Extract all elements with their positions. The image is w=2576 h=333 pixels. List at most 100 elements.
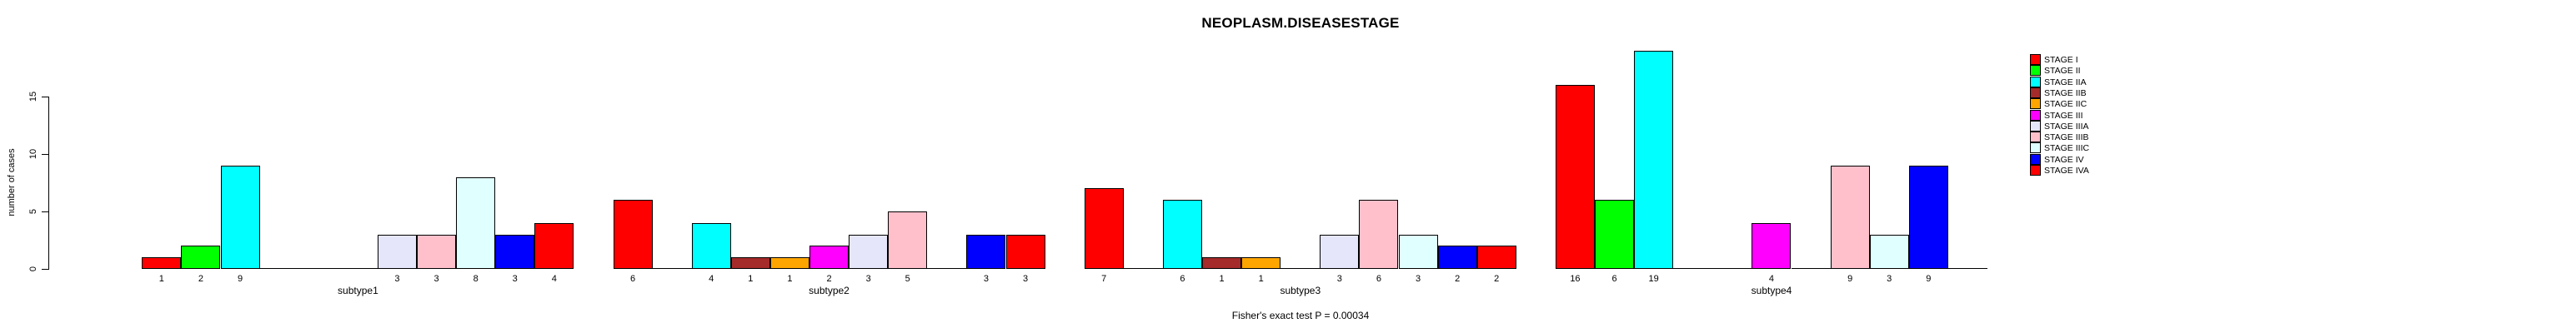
y-tick [42,211,48,212]
legend-label: STAGE IIB [2044,87,2087,98]
legend-item: STAGE III [2030,109,2163,122]
zero-height-bar [338,268,378,269]
bar [691,222,731,269]
bar-value-label: 3 [394,274,400,284]
legend-swatch [2030,153,2041,165]
bar-value-label: 5 [905,274,910,284]
legend-swatch [2030,76,2041,87]
legend-swatch [2030,98,2041,110]
legend-item: STAGE IIIC [2030,142,2163,154]
bar-value-label: 7 [1101,274,1107,284]
zero-height-bar [1123,268,1163,269]
zero-height-bar [1791,268,1831,269]
bar-value-label: 3 [983,274,989,284]
zero-height-bar [1947,268,1987,269]
y-tick-label: 10 [28,148,38,160]
bar [769,257,809,269]
bar-value-label: 2 [1494,274,1500,284]
bar [1830,165,1870,269]
bar-value-label: 6 [1180,274,1185,284]
bar-value-label: 3 [434,274,439,284]
bar-value-label: 2 [826,274,832,284]
bar-value-label: 9 [1847,274,1853,284]
y-tick-label: 5 [28,208,38,215]
bar [220,165,260,269]
zero-height-bar [298,268,338,269]
bar [849,234,889,269]
zero-height-bar [927,268,967,269]
bar-value-label: 2 [198,274,203,284]
zero-height-bar [1280,268,1321,269]
bar-value-label: 19 [1648,274,1659,284]
bar-value-label: 1 [748,274,754,284]
zero-height-bar [259,268,299,269]
bar-value-label: 3 [865,274,871,284]
legend-item: STAGE IV [2030,153,2163,166]
bar [1555,85,1595,269]
bar [495,234,535,269]
bar-value-label: 6 [1611,274,1617,284]
bar [456,176,496,269]
bar-value-label: 6 [629,274,636,284]
legend-item: STAGE IIIB [2030,132,2163,143]
bar [1320,234,1360,269]
bar [1162,200,1202,269]
y-axis [48,97,49,270]
bar-value-label: 3 [1336,274,1342,284]
bar [1202,257,1242,269]
bar [1437,246,1477,269]
zero-height-bar [1712,268,1752,269]
bar [1634,50,1674,269]
bar [142,257,182,269]
bar [1869,234,1909,269]
legend-swatch [2030,109,2041,121]
legend-label: STAGE IIIB [2044,132,2089,143]
legend-swatch [2030,87,2041,98]
legend-item: STAGE IIC [2030,98,2163,110]
bar [534,222,574,269]
bar [888,211,928,269]
bar-value-label: 1 [1219,274,1225,284]
bar [1476,246,1516,269]
bar-value-label: 3 [1415,274,1421,284]
statistical-test-caption: Fisher's exact test P = 0.00034 [1231,310,1370,321]
legend-label: STAGE IIC [2044,99,2087,110]
bar-value-label: 1 [1258,274,1264,284]
bar [417,234,457,269]
bar-value-label: 6 [1376,274,1381,284]
bar [1359,200,1399,269]
legend-item: STAGE IIB [2030,87,2163,99]
legend-swatch [2030,142,2041,154]
legend-label: STAGE II [2044,66,2081,77]
bar-value-label: 4 [551,274,557,284]
legend-swatch [2030,165,2041,176]
legend-swatch [2030,120,2041,132]
legend-item: STAGE II [2030,65,2163,77]
y-tick [42,269,48,270]
y-tick-label: 0 [28,266,38,272]
legend-swatch [2030,132,2041,143]
legend-label: STAGE IIIC [2044,143,2090,154]
chart-title: NEOPLASM.DISEASESTAGE [1201,15,1400,31]
bar [809,246,849,269]
y-axis-label: number of cases [7,148,17,216]
bar [730,257,770,269]
legend-label: STAGE I [2044,55,2078,65]
bar-value-label: 9 [1926,274,1932,284]
zero-height-bar [1673,268,1713,269]
legend-label: STAGE IIIA [2044,121,2089,132]
bar-value-label: 4 [1768,274,1774,284]
legend: STAGE I STAGE II STAGE IIA STAGE IIB STAGE I… [2030,54,2163,179]
y-tick [42,154,48,155]
bar-value-label: 2 [1455,274,1461,284]
legend-swatch [2030,65,2041,77]
bar-value-label: 3 [1887,274,1892,284]
bar [377,234,417,269]
legend-item: STAGE IIA [2030,76,2163,88]
bar [181,246,221,269]
legend-item: STAGE I [2030,54,2163,66]
bar [966,234,1006,269]
bar [1752,222,1792,269]
x-group-label: subtype4 [1751,285,1792,296]
